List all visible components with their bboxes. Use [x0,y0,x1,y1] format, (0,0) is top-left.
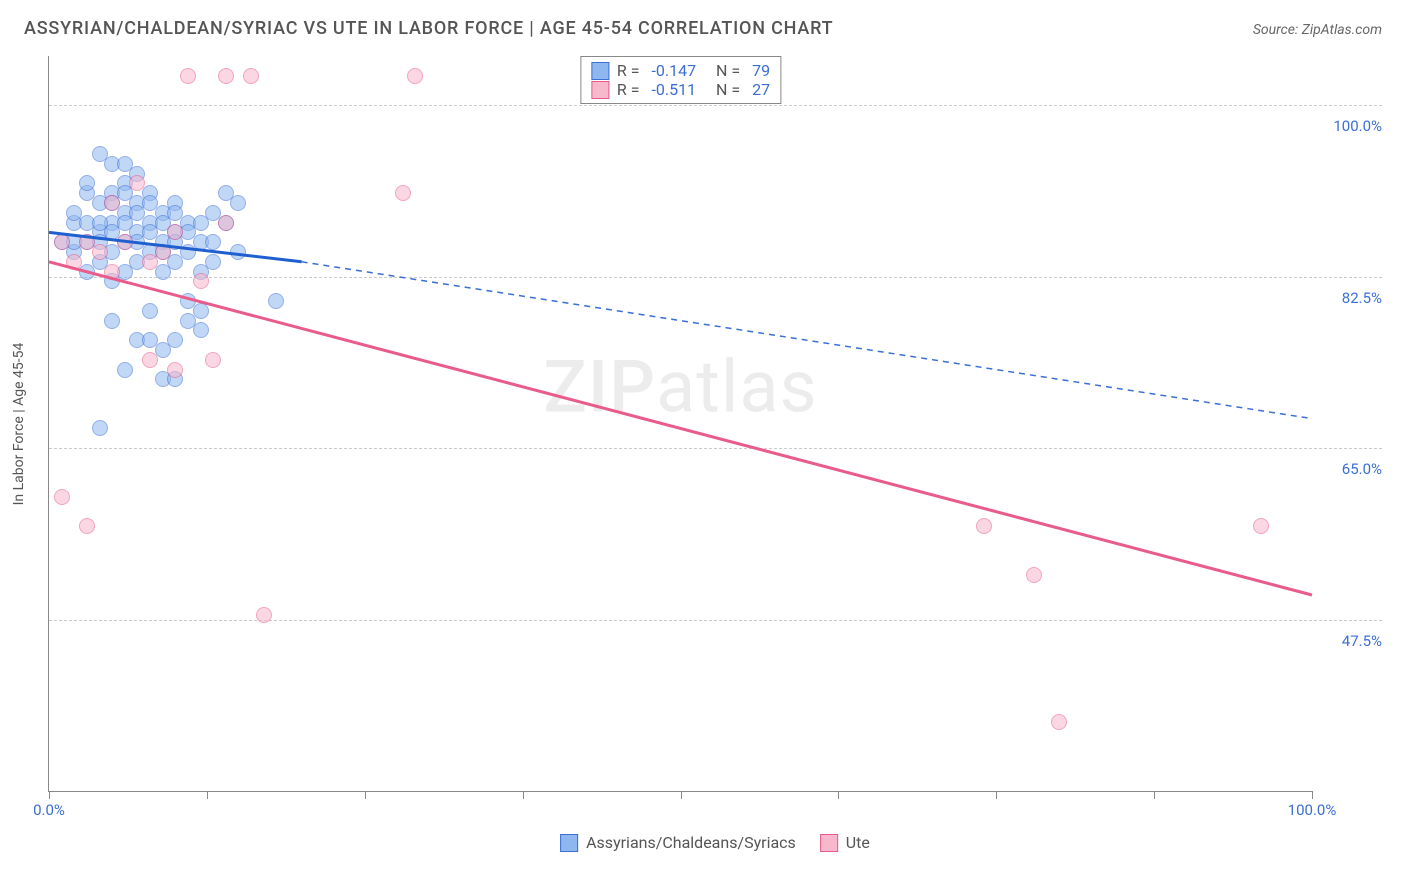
legend-swatch [591,81,609,99]
series-legend: Assyrians/Chaldeans/Syriacs Ute [560,833,870,852]
x-tick [1312,791,1313,799]
chart-title: ASSYRIAN/CHALDEAN/SYRIAC VS UTE IN LABOR… [24,18,833,39]
trend-line [49,232,302,261]
correlation-legend: R = -0.147 N = 79R = -0.511 N = 27 [580,56,781,104]
legend-item: Ute [820,833,870,852]
y-axis-label: In Labor Force | Age 45-54 [11,342,27,505]
legend-stat-row: R = -0.511 N = 27 [591,80,770,99]
x-tick [996,791,997,799]
y-tick-label: 100.0% [1318,117,1382,135]
y-tick-label: 47.5% [1318,632,1382,650]
y-tick-label: 65.0% [1318,460,1382,478]
x-tick [681,791,682,799]
legend-swatch [591,62,609,80]
x-tick-label: 100.0% [1288,801,1337,819]
plot-area: In Labor Force | Age 45-54 ZIPatlas R = … [48,56,1382,822]
x-tick-label: 0.0% [33,801,65,819]
x-tick [49,791,50,799]
source-label: Source: ZipAtlas.com [1253,22,1382,38]
trend-line [49,262,1312,595]
legend-item: Assyrians/Chaldeans/Syriacs [560,833,796,852]
x-tick [365,791,366,799]
x-tick [207,791,208,799]
x-tick [1154,791,1155,799]
legend-swatch [820,834,838,852]
trend-line [302,262,1312,419]
x-tick [523,791,524,799]
x-tick [838,791,839,799]
legend-swatch [560,834,578,852]
y-tick-label: 82.5% [1318,289,1382,307]
legend-stat-row: R = -0.147 N = 79 [591,61,770,80]
legend-label: Ute [846,833,870,852]
legend-label: Assyrians/Chaldeans/Syriacs [586,833,796,852]
